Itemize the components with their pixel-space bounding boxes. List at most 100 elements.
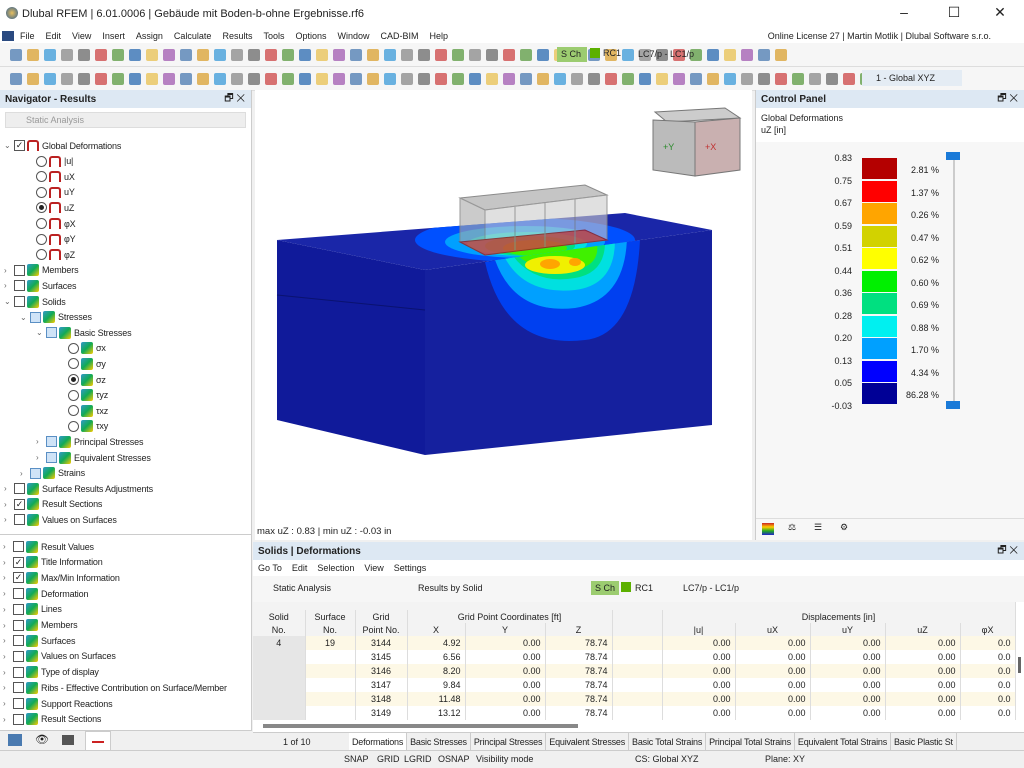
- checkbox[interactable]: [13, 682, 24, 694]
- toolbar-tool-icon[interactable]: [707, 72, 719, 85]
- toolbar-tool-icon[interactable]: [248, 48, 260, 61]
- table-load-case-select[interactable]: LC7/p - LC1/p: [683, 583, 740, 593]
- checkbox[interactable]: [14, 280, 25, 292]
- toolbar-tool-icon[interactable]: [44, 72, 56, 85]
- checkbox[interactable]: [30, 467, 41, 479]
- display-item[interactable]: › Support Reactions: [3, 696, 113, 711]
- menu-assign[interactable]: Assign: [135, 30, 163, 41]
- table-menu-settings[interactable]: Settings: [393, 563, 427, 573]
- toolbar-tool-icon[interactable]: [469, 72, 481, 85]
- radio-button[interactable]: [36, 249, 47, 261]
- toolbar-tool-icon[interactable]: [78, 72, 90, 85]
- checkbox[interactable]: ✓: [13, 572, 24, 584]
- toolbar-tool-icon[interactable]: [10, 48, 22, 61]
- checkbox[interactable]: [13, 588, 24, 600]
- toolbar-tool-icon[interactable]: [282, 48, 294, 61]
- toolbar-tool-icon[interactable]: [333, 48, 345, 61]
- toolbar-tool-icon[interactable]: [95, 48, 107, 61]
- nav-item--yz[interactable]: τyz: [68, 388, 108, 403]
- radio-button[interactable]: [36, 171, 47, 183]
- toolbar-tool-icon[interactable]: [367, 48, 379, 61]
- toolbar-tool-icon[interactable]: [265, 72, 277, 85]
- load-case-select[interactable]: LC7/p - LC1/p: [638, 49, 695, 59]
- toolbar-tool-icon[interactable]: [503, 72, 515, 85]
- table-row[interactable]: 3146 8.20 0.00 78.74 0.00 0.00 0.00 0.00 0.0: [253, 664, 1016, 678]
- radio-button[interactable]: [36, 218, 47, 229]
- table-menu-edit[interactable]: Edit: [291, 563, 308, 573]
- tab-basic-stresses[interactable]: Basic Stresses: [407, 733, 471, 751]
- toolbar-tool-icon[interactable]: [605, 48, 617, 61]
- toolbar-tool-icon[interactable]: [435, 72, 447, 85]
- toolbar-tool-icon[interactable]: [197, 48, 209, 61]
- toolbar-tool-icon[interactable]: [231, 48, 243, 61]
- toolbar-tool-icon[interactable]: [384, 72, 396, 85]
- chevron-right-icon[interactable]: ›: [4, 515, 7, 525]
- checkbox[interactable]: [13, 541, 24, 552]
- 3d-viewport[interactable]: +Y +X max uZ : 0.83 | min uZ : -0.03 in: [255, 90, 752, 540]
- chevron-right-icon[interactable]: ›: [3, 542, 6, 551]
- toolbar-tool-icon[interactable]: [758, 72, 770, 85]
- table-row[interactable]: 3147 9.84 0.00 78.74 0.00 0.00 0.00 0.00 0.0: [253, 678, 1016, 692]
- toolbar-tool-icon[interactable]: [95, 72, 107, 85]
- toolbar-tool-icon[interactable]: [690, 72, 702, 85]
- toolbar-tool-icon[interactable]: [503, 48, 515, 61]
- toolbar-tool-icon[interactable]: [486, 48, 498, 61]
- display-item[interactable]: › Type of display: [3, 665, 99, 680]
- minimize-button[interactable]: –: [900, 4, 908, 20]
- toolbar-tool-icon[interactable]: [163, 48, 175, 61]
- toolbar-tool-icon[interactable]: [214, 48, 226, 61]
- toolbar-tool-icon[interactable]: [792, 72, 804, 85]
- nav-item-solids[interactable]: ⌄ Solids: [4, 294, 66, 309]
- display-item[interactable]: › Surfaces: [3, 633, 75, 648]
- chevron-right-icon[interactable]: ›: [3, 683, 6, 693]
- toolbar-tool-icon[interactable]: [231, 72, 243, 85]
- toolbar-tool-icon[interactable]: [673, 48, 685, 61]
- menu-help[interactable]: Help: [429, 30, 449, 41]
- radio-button[interactable]: [36, 186, 47, 198]
- maximize-button[interactable]: ☐: [947, 4, 961, 20]
- tab-equivalent-stresses[interactable]: Equivalent Stresses: [546, 733, 630, 751]
- toolbar-tool-icon[interactable]: [707, 48, 719, 61]
- checkbox[interactable]: [13, 635, 24, 647]
- radio-button[interactable]: [36, 202, 47, 214]
- toolbar-tool-icon[interactable]: [639, 72, 651, 85]
- toolbar-tool-icon[interactable]: [282, 72, 294, 85]
- nav-item--xz[interactable]: τxz: [68, 403, 108, 418]
- toolbar-tool-icon[interactable]: [418, 72, 430, 85]
- chevron-right-icon[interactable]: ›: [4, 499, 7, 509]
- chevron-right-icon[interactable]: ›: [3, 620, 6, 630]
- factors-tab-icon[interactable]: ⚖: [788, 522, 797, 532]
- app-menu-icon[interactable]: [2, 30, 14, 41]
- toolbar-tool-icon[interactable]: [350, 48, 362, 61]
- checkbox[interactable]: [13, 650, 24, 662]
- nav-item-stresses[interactable]: ⌄ Stresses: [20, 310, 92, 325]
- radio-button[interactable]: [68, 405, 79, 417]
- toolbar-tool-icon[interactable]: [61, 48, 73, 61]
- chevron-right-icon[interactable]: ›: [36, 437, 39, 447]
- checkbox[interactable]: ✓: [13, 556, 24, 568]
- toolbar-tool-icon[interactable]: [537, 48, 549, 61]
- toolbar-tool-icon[interactable]: [265, 48, 277, 61]
- results-by-select[interactable]: Results by Solid: [418, 583, 483, 593]
- toolbar-tool-icon[interactable]: [656, 48, 668, 61]
- osnap-toggle[interactable]: OSNAP: [438, 754, 470, 764]
- nav-item-result-sections[interactable]: › ✓ Result Sections: [4, 497, 102, 512]
- toolbar-tool-icon[interactable]: [27, 48, 39, 61]
- chevron-right-icon[interactable]: ›: [3, 714, 6, 724]
- chevron-right-icon[interactable]: ›: [3, 573, 6, 583]
- toolbar-tool-icon[interactable]: [554, 72, 566, 85]
- toolbar-tool-icon[interactable]: [384, 48, 396, 61]
- display-item[interactable]: › Members: [3, 618, 78, 633]
- toolbar-tool-icon[interactable]: [316, 72, 328, 85]
- menu-view[interactable]: View: [72, 30, 92, 41]
- tab-principal-total-strains[interactable]: Principal Total Strains: [706, 733, 795, 751]
- chevron-right-icon[interactable]: ›: [3, 589, 6, 599]
- toolbar-tool-icon[interactable]: [775, 72, 787, 85]
- chevron-right-icon[interactable]: ›: [4, 484, 7, 494]
- toolbar-tool-icon[interactable]: [129, 48, 141, 61]
- toolbar-tool-icon[interactable]: [588, 72, 600, 85]
- toolbar-tool-icon[interactable]: [299, 48, 311, 61]
- nav-item-ux[interactable]: uX: [36, 169, 75, 184]
- toolbar-tool-icon[interactable]: [741, 48, 753, 61]
- toolbar-tool-icon[interactable]: [44, 48, 56, 61]
